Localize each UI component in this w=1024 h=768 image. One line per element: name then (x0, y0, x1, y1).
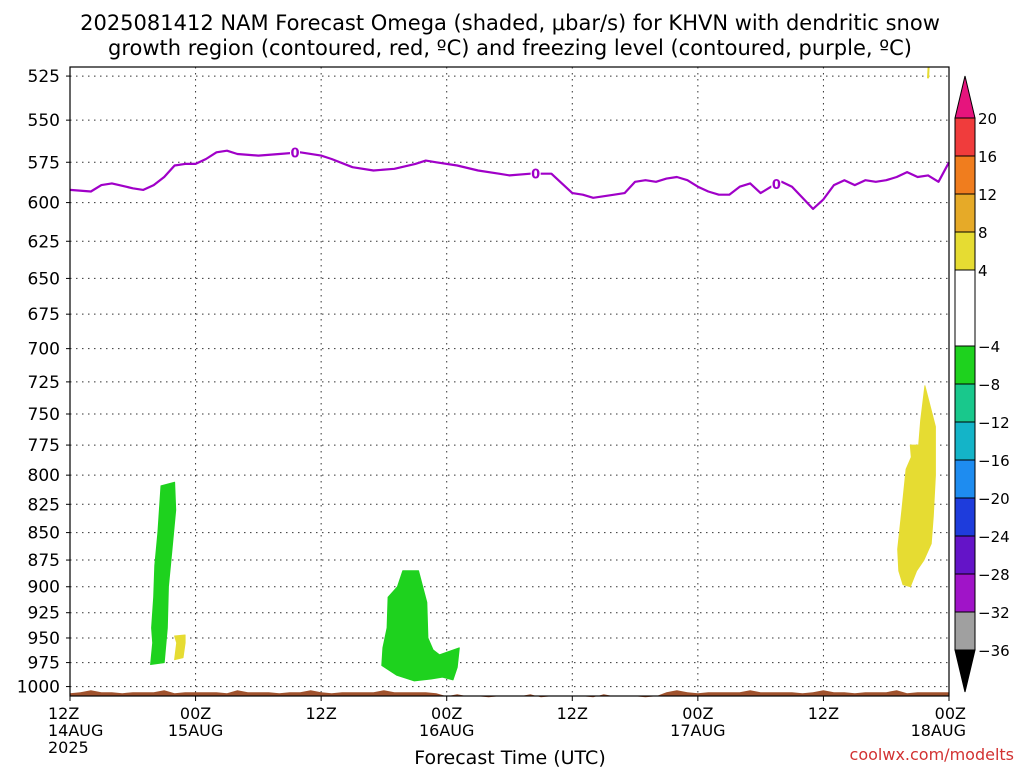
title-line-1: 2025081412 NAM Forecast Omega (shaded, μ… (80, 11, 940, 35)
x-tick-label: 18AUG (911, 721, 966, 740)
colorbar-bin (954, 345, 976, 385)
freezing-level-line (69, 149, 950, 210)
x-tick-label: 17AUG (670, 721, 725, 740)
y-tick-label: 625 (28, 232, 60, 252)
colorbar-label: 8 (978, 224, 988, 242)
terrain (70, 689, 949, 698)
colorbar-label: −28 (978, 566, 1010, 584)
y-axis-ticks: 525 550 575 600 625 650 675 700 725 750 775 800 825 8… (17, 67, 70, 698)
y-tick-label: 750 (28, 405, 60, 425)
y-tick-label: 900 (28, 578, 60, 598)
omega-region-upward-motion (381, 570, 460, 682)
colorbar-bin (954, 383, 976, 423)
y-tick-label: 675 (28, 305, 60, 325)
y-tick-label: 875 (28, 551, 60, 571)
x-tick-label: 00Z (682, 704, 713, 723)
colorbar-top-arrow (954, 75, 976, 119)
colorbar-label: −24 (978, 528, 1010, 546)
colorbar-bin (954, 611, 976, 651)
freezing-level-label-bg (530, 165, 541, 181)
colorbar-label: −36 (978, 642, 1010, 660)
colorbar-label: −32 (978, 604, 1010, 622)
colorbar-bottom-arrow (954, 649, 976, 693)
y-tick-label: 700 (28, 340, 60, 360)
x-tick-label: 2025 (48, 738, 89, 757)
x-tick-label: 12Z (305, 704, 336, 723)
colorbar-bin (954, 459, 976, 499)
colorbar-bin (954, 231, 976, 271)
x-axis-title: Forecast Time (UTC) (414, 747, 605, 768)
x-tick-label: 14AUG (48, 721, 103, 740)
y-tick-label: 600 (28, 194, 60, 214)
x-tick-label: 00Z (180, 704, 211, 723)
y-tick-label: 650 (28, 269, 60, 289)
freezing-level-label: 0 (290, 147, 299, 162)
x-tick-label: 00Z (935, 704, 966, 723)
colorbar-label: 16 (978, 148, 997, 166)
title-line-2: growth region (contoured, red, ºC) and f… (108, 36, 912, 60)
omega-region-downward-motion (927, 66, 930, 79)
colorbar-label: −12 (978, 414, 1010, 432)
x-tick-label: 12Z (808, 704, 839, 723)
freezing-level-contour: 0 0 0 (69, 144, 950, 210)
colorbar-bin (954, 269, 976, 347)
y-tick-label: 775 (28, 436, 60, 456)
colorbar-bin (954, 421, 976, 461)
colorbar-label: −4 (978, 338, 1000, 356)
omega-region-upward-motion (150, 481, 177, 665)
colorbar-bin (954, 497, 976, 537)
y-tick-label: 925 (28, 604, 60, 624)
chart-title: 2025081412 NAM Forecast Omega (shaded, μ… (80, 11, 940, 60)
y-tick-label: 1000 (17, 678, 60, 698)
x-tick-label: 12Z (557, 704, 588, 723)
colorbar-label: 20 (978, 110, 997, 128)
colorbar: 20 16 12 8 4 −4 −8 −12 −16 −20 −24 −28 −32 −36 (954, 75, 1010, 693)
colorbar-label: −20 (978, 490, 1010, 508)
freezing-level-label-bg (289, 144, 300, 160)
freezing-level-label-bg (771, 176, 782, 192)
colorbar-label: 12 (978, 186, 997, 204)
colorbar-bin (954, 193, 976, 233)
y-tick-label: 800 (28, 466, 60, 486)
credit-text: coolwx.com/modelts (850, 745, 1014, 764)
colorbar-label: −16 (978, 452, 1010, 470)
freezing-level-label: 0 (531, 168, 540, 183)
colorbar-label: 4 (978, 262, 988, 280)
y-tick-label: 575 (28, 153, 60, 173)
y-tick-label: 975 (28, 654, 60, 674)
colorbar-bin (954, 573, 976, 613)
y-tick-label: 550 (28, 111, 60, 131)
grid (70, 67, 949, 696)
y-tick-label: 525 (28, 67, 60, 87)
colorbar-bin (954, 117, 976, 157)
omega-shading (150, 66, 936, 682)
y-tick-label: 725 (28, 373, 60, 393)
omega-region-downward-motion (897, 385, 936, 588)
colorbar-bin (954, 155, 976, 195)
omega-region-downward-motion (174, 634, 186, 661)
terrain-surface (70, 689, 949, 698)
y-tick-label: 950 (28, 629, 60, 649)
x-tick-label: 00Z (431, 704, 462, 723)
x-tick-label: 16AUG (419, 721, 474, 740)
x-tick-label: 12Z (48, 704, 79, 723)
y-tick-label: 850 (28, 524, 60, 544)
colorbar-label: −8 (978, 376, 1000, 394)
x-tick-label: 15AUG (168, 721, 223, 740)
y-tick-label: 825 (28, 495, 60, 515)
colorbar-bin (954, 535, 976, 575)
freezing-level-label: 0 (772, 178, 781, 193)
